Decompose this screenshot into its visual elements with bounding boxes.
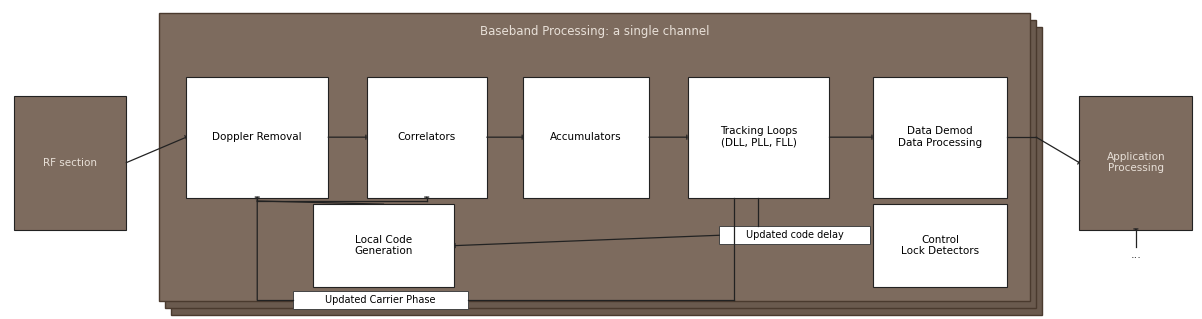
Text: Control
Lock Detectors: Control Lock Detectors	[902, 235, 978, 256]
FancyBboxPatch shape	[159, 13, 1030, 301]
FancyBboxPatch shape	[873, 77, 1007, 198]
Text: Accumulators: Accumulators	[551, 132, 621, 142]
Text: Local Code
Generation: Local Code Generation	[355, 235, 412, 256]
Text: Updated code delay: Updated code delay	[745, 230, 844, 240]
FancyBboxPatch shape	[313, 204, 454, 287]
Text: Baseband Processing: a single channel: Baseband Processing: a single channel	[480, 25, 709, 38]
Text: ...: ...	[1130, 250, 1142, 260]
Text: Application
Processing: Application Processing	[1107, 152, 1165, 174]
FancyBboxPatch shape	[688, 77, 829, 198]
FancyBboxPatch shape	[14, 96, 126, 230]
FancyBboxPatch shape	[293, 291, 468, 309]
Text: Updated Carrier Phase: Updated Carrier Phase	[326, 295, 435, 305]
FancyBboxPatch shape	[165, 20, 1036, 308]
Text: RF section: RF section	[43, 158, 97, 168]
FancyBboxPatch shape	[1079, 96, 1192, 230]
Text: Correlators: Correlators	[398, 132, 456, 142]
FancyBboxPatch shape	[523, 77, 649, 198]
FancyBboxPatch shape	[719, 226, 870, 244]
Text: Data Demod
Data Processing: Data Demod Data Processing	[898, 126, 982, 148]
FancyBboxPatch shape	[171, 27, 1042, 315]
FancyBboxPatch shape	[367, 77, 487, 198]
FancyBboxPatch shape	[873, 204, 1007, 287]
Text: Tracking Loops
(DLL, PLL, FLL): Tracking Loops (DLL, PLL, FLL)	[720, 126, 797, 148]
FancyBboxPatch shape	[186, 77, 328, 198]
Text: Doppler Removal: Doppler Removal	[213, 132, 302, 142]
